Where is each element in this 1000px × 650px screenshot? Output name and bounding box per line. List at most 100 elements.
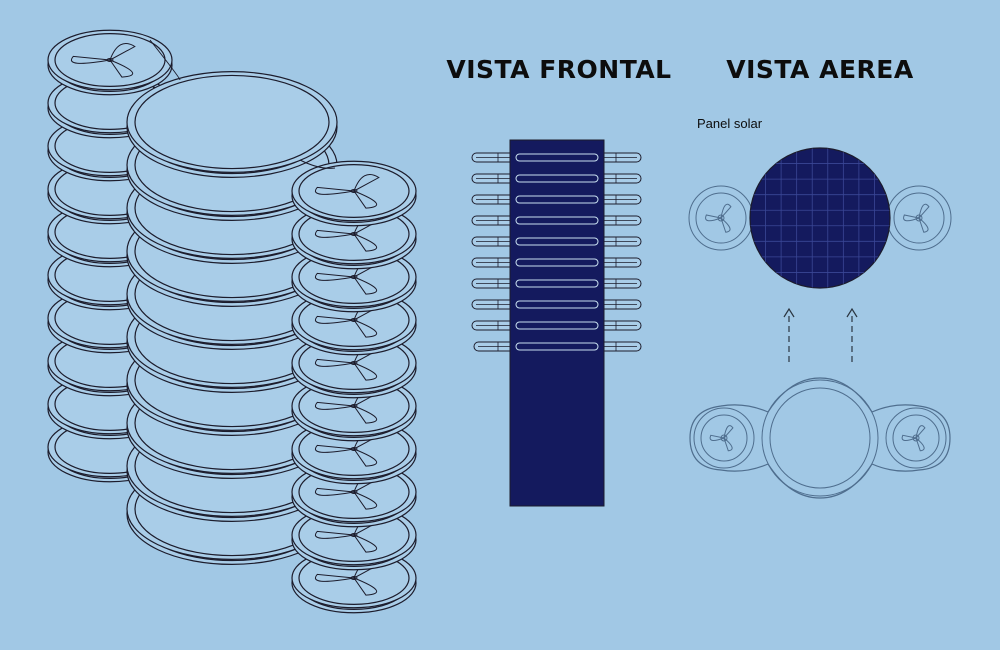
propeller-blade — [352, 189, 378, 209]
rotor-ring-right-inner — [893, 192, 945, 244]
propeller-hub — [720, 434, 728, 442]
propeller-blade — [352, 533, 378, 553]
aerial-view-title: VISTA AEREA — [726, 55, 914, 84]
rotor-ring-left-inner — [700, 414, 748, 462]
propeller-blade — [352, 576, 378, 596]
propeller-blade — [352, 404, 378, 424]
rotor-ring-right-inner — [892, 414, 940, 462]
propeller-icon — [71, 43, 136, 78]
propeller-blade — [352, 447, 378, 467]
central-ring-inner — [769, 387, 871, 489]
rotor-ring-right-inner — [298, 164, 410, 219]
propeller-blade — [915, 425, 926, 440]
propeller-hub — [350, 447, 358, 451]
drone-body-outline — [689, 377, 951, 499]
central-ring — [761, 379, 879, 497]
propeller-blade — [719, 216, 731, 233]
propeller-blade — [315, 229, 355, 238]
propeller-blade — [352, 232, 378, 252]
propeller-blade — [109, 43, 136, 62]
propeller-hub — [350, 189, 358, 193]
connector-arm — [149, 39, 181, 81]
central-ring-inner — [134, 74, 330, 170]
propeller-blade — [315, 315, 355, 324]
propeller-blade — [315, 530, 355, 539]
propeller-blade — [723, 425, 734, 440]
propeller-blade — [315, 358, 355, 367]
solar-panel-label: Panel solar — [697, 116, 763, 131]
drone-layer — [693, 379, 947, 497]
propeller-hub — [350, 318, 358, 322]
rotor-ring-right — [885, 407, 947, 469]
propeller-hub — [350, 404, 358, 408]
front-drone-rod-highlight — [515, 279, 599, 288]
assembly-arrows — [783, 307, 858, 362]
propeller-blade — [315, 186, 355, 195]
propeller-blade — [353, 174, 380, 193]
rotor-ring-left-inner — [695, 192, 747, 244]
propeller-hub — [350, 533, 358, 537]
rotor-ring-left-inner — [54, 32, 166, 87]
propeller-icon — [901, 425, 926, 452]
front-drone-rod-highlight — [515, 237, 599, 246]
propeller-blade — [315, 401, 355, 410]
propeller-blade — [917, 216, 929, 233]
rotor-ring-left — [693, 407, 755, 469]
propeller-blade — [720, 203, 732, 220]
drone-layer — [47, 29, 417, 222]
propeller-hub — [350, 232, 358, 236]
propeller-icon — [315, 518, 380, 553]
dashed-arrow-up-icon — [846, 307, 858, 362]
front-drone-rod-highlight — [515, 174, 599, 183]
propeller-blade — [918, 203, 930, 220]
front-view-drone-rods-overlay — [515, 153, 599, 351]
front-drone-rod-highlight — [515, 300, 599, 309]
propeller-blade — [315, 272, 355, 281]
propeller-blade — [71, 55, 111, 64]
propeller-icon — [705, 203, 732, 233]
propeller-hub — [350, 490, 358, 494]
propeller-hub — [717, 214, 725, 222]
propeller-blade — [315, 573, 355, 582]
front-drone-rod-highlight — [515, 258, 599, 267]
front-drone-rod-highlight — [515, 342, 599, 351]
dashed-arrow-up-icon — [783, 307, 795, 362]
propeller-blade — [315, 487, 355, 496]
aerial-view-drone — [689, 377, 951, 499]
propeller-blade — [315, 444, 355, 453]
connector-arm — [299, 159, 336, 169]
propeller-icon — [315, 174, 380, 209]
propeller-blade — [352, 275, 378, 295]
propeller-blade — [108, 58, 134, 78]
front-drone-rod-highlight — [515, 321, 599, 330]
propeller-blade — [352, 361, 378, 381]
propeller-blade — [705, 214, 723, 222]
aerial-view-with-panel — [688, 147, 952, 289]
central-ring — [126, 70, 338, 174]
arrow-head — [783, 307, 795, 318]
front-view-title: VISTA FRONTAL — [446, 55, 671, 84]
propeller-hub — [350, 275, 358, 279]
propeller-hub — [915, 214, 923, 222]
aerial-solar-panel — [749, 147, 891, 289]
propeller-hub — [106, 58, 114, 62]
stack-layer — [47, 29, 417, 227]
front-view — [471, 139, 642, 507]
front-drone-rod-highlight — [515, 216, 599, 225]
arrow-head — [846, 307, 858, 318]
propeller-icon — [709, 425, 734, 452]
propeller-blade — [722, 436, 733, 452]
propeller-blade — [914, 436, 925, 452]
front-view-solar-panel — [509, 139, 605, 507]
propeller-hub — [350, 361, 358, 365]
propeller-blade — [903, 214, 921, 222]
isometric-drone-stack — [47, 29, 417, 614]
propeller-hub — [912, 434, 920, 442]
front-drone-rod-highlight — [515, 195, 599, 204]
propeller-blade — [352, 490, 378, 510]
propeller-icon — [903, 203, 930, 233]
propeller-blade — [352, 318, 378, 338]
propeller-hub — [350, 576, 358, 580]
front-drone-rod-highlight — [515, 153, 599, 162]
